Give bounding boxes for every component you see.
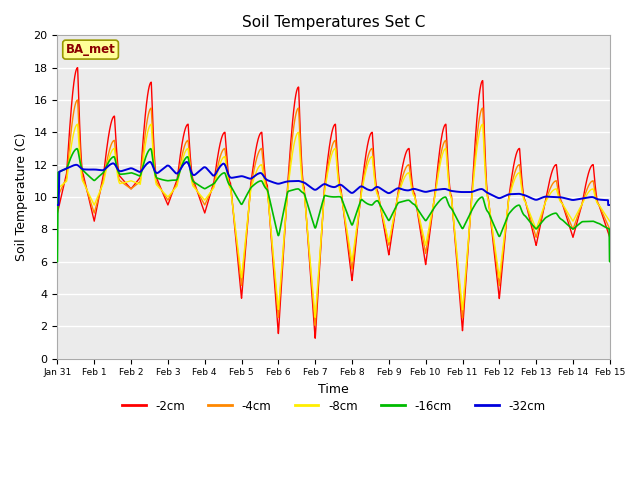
Text: BA_met: BA_met bbox=[66, 43, 115, 56]
Title: Soil Temperatures Set C: Soil Temperatures Set C bbox=[242, 15, 426, 30]
Legend: -2cm, -4cm, -8cm, -16cm, -32cm: -2cm, -4cm, -8cm, -16cm, -32cm bbox=[117, 395, 550, 417]
Y-axis label: Soil Temperature (C): Soil Temperature (C) bbox=[15, 132, 28, 261]
X-axis label: Time: Time bbox=[318, 383, 349, 396]
